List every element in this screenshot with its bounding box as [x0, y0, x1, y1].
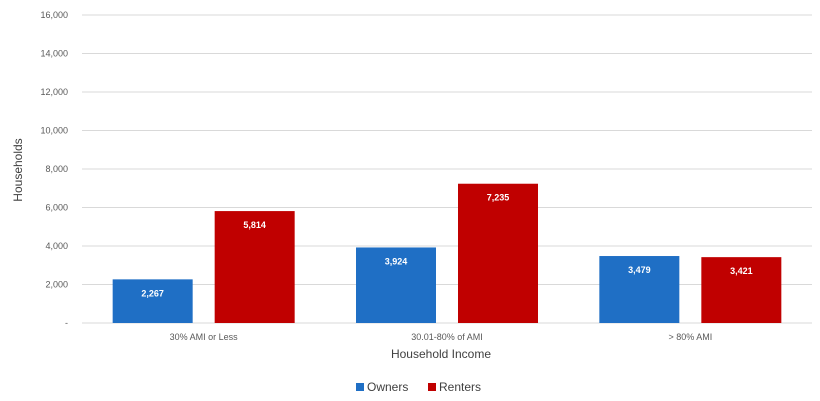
- bar-renters: [701, 257, 782, 323]
- bar-renters: [458, 183, 538, 323]
- y-axis-title: Households: [11, 138, 25, 201]
- bar-renters: [214, 211, 295, 323]
- data-label: 3,479: [628, 265, 651, 275]
- y-tick-label: 10,000: [40, 126, 68, 136]
- x-axis-categories: 30% AMI or Less 30.01-80% of AMI > 80% AMI: [170, 332, 713, 342]
- data-label: 3,924: [385, 256, 408, 266]
- gridlines: [82, 14, 812, 324]
- y-tick-label: 12,000: [40, 87, 68, 97]
- legend: Owners Renters: [356, 380, 481, 394]
- data-label: 7,235: [487, 193, 510, 203]
- y-tick-label: 2,000: [45, 280, 68, 290]
- x-category-label: > 80% AMI: [668, 332, 712, 342]
- data-label: 5,814: [243, 220, 266, 230]
- bar-owners: [599, 256, 680, 323]
- y-tick-label: 8,000: [45, 164, 68, 174]
- bars: [112, 183, 782, 323]
- y-tick-label: 6,000: [45, 203, 68, 213]
- legend-label-owners: Owners: [367, 380, 408, 394]
- y-tick-label: 16,000: [40, 10, 68, 20]
- y-tick-label: -: [65, 318, 68, 328]
- bar-owners: [112, 279, 193, 323]
- legend-swatch-owners: [356, 383, 364, 391]
- x-category-label: 30.01-80% of AMI: [411, 332, 483, 342]
- data-labels: 2,267 5,814 3,924 7,235 3,479 3,421: [141, 193, 752, 299]
- data-label: 2,267: [141, 288, 164, 298]
- legend-swatch-renters: [428, 383, 436, 391]
- data-label: 3,421: [730, 266, 753, 276]
- y-tick-label: 14,000: [40, 49, 68, 59]
- y-axis-ticks: - 2,000 4,000 6,000 8,000 10,000 12,000 14,000 1…: [40, 10, 68, 328]
- x-axis-title: Household Income: [391, 347, 491, 361]
- y-tick-label: 4,000: [45, 241, 68, 251]
- x-category-label: 30% AMI or Less: [170, 332, 239, 342]
- legend-label-renters: Renters: [439, 380, 481, 394]
- bar-owners: [356, 247, 436, 323]
